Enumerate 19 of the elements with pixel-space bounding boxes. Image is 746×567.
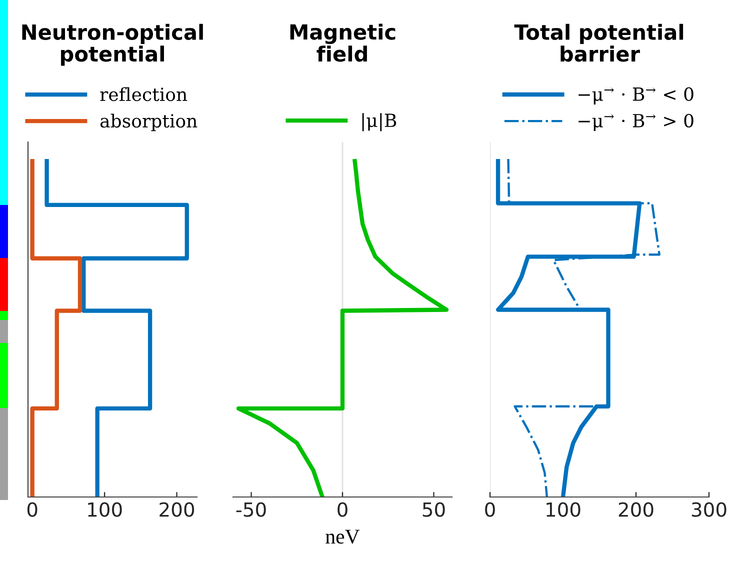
x-tick-label: 50 xyxy=(422,502,445,517)
x-tick-label: 0 xyxy=(485,502,495,517)
x-tick-label: 0 xyxy=(338,502,348,517)
legend-label: reflection xyxy=(100,87,188,102)
chart-title: Magnetic field xyxy=(290,24,396,62)
x-tick-label: 200 xyxy=(160,502,194,517)
chart-title: Total potential barrier xyxy=(514,24,684,62)
x-tick-label: 200 xyxy=(618,502,654,517)
x-tick-label: 0 xyxy=(27,502,38,517)
x-axis-title: neV xyxy=(326,530,360,544)
legend-label: absorption xyxy=(100,114,198,132)
x-tick-label: 100 xyxy=(546,502,580,517)
legend-label: −μ$^{→}$ · B$^{→}$ > 0 xyxy=(578,114,694,131)
x-tick-label: 100 xyxy=(88,502,122,517)
legend-label: −μ$^{→}$ · B$^{→}$ < 0 xyxy=(578,87,694,104)
legend-label: |μ|B xyxy=(362,113,396,132)
x-tick-label: 300 xyxy=(692,502,726,517)
chart-title: Neutron-optical potential xyxy=(22,24,203,66)
x-tick-label: -50 xyxy=(236,502,266,517)
